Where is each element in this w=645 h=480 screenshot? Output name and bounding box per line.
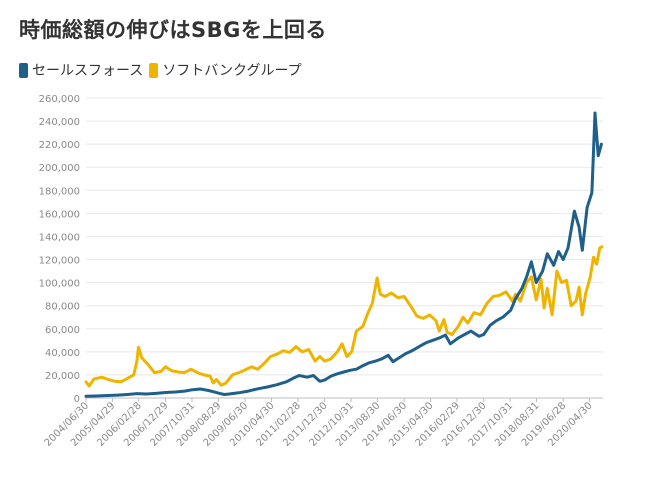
legend-label-softbank: ソフトバンクグループ	[162, 63, 302, 79]
y-tick-label: 40,000	[45, 348, 80, 359]
y-tick-label: 180,000	[39, 186, 80, 197]
series-line-softbank	[84, 245, 604, 388]
y-tick-label: 120,000	[39, 256, 80, 267]
y-tick-label: 80,000	[45, 302, 80, 313]
y-tick-label: 100,000	[39, 279, 80, 290]
y-tick-label: 260,000	[39, 94, 80, 105]
legend-item-salesforce[interactable]: セールスフォース	[19, 60, 143, 80]
chart-title: 時価総額の伸びはSBGを上回る	[19, 18, 327, 42]
legend-label-salesforce: セールスフォース	[32, 63, 144, 79]
y-tick-label: 160,000	[39, 209, 80, 220]
y-tick-label: 0	[74, 394, 80, 405]
legend-swatch-salesforce	[19, 62, 28, 78]
chart-legend: セールスフォース ソフトバンクグループ	[19, 60, 308, 80]
y-tick-label: 60,000	[45, 325, 80, 336]
legend-item-softbank[interactable]: ソフトバンクグループ	[149, 60, 302, 80]
y-tick-label: 20,000	[45, 371, 80, 382]
y-tick-label: 200,000	[39, 163, 80, 174]
legend-swatch-softbank	[149, 62, 159, 78]
y-tick-label: 140,000	[39, 232, 80, 243]
y-tick-label: 240,000	[39, 117, 80, 128]
y-tick-label: 220,000	[39, 140, 80, 151]
series-line-salesforce	[84, 111, 603, 398]
